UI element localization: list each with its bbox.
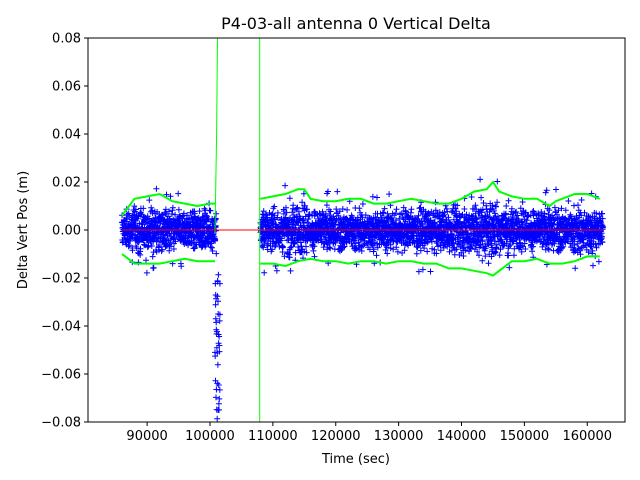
- y-tick-label: −0.04: [41, 320, 81, 335]
- y-tick-label: −0.02: [41, 272, 81, 287]
- y-tick-label: 0.08: [52, 32, 81, 47]
- y-tick-label: 0.06: [52, 80, 81, 95]
- y-tick-label: −0.06: [41, 368, 81, 383]
- x-tick-label: 120000: [311, 429, 361, 444]
- x-tick-label: 110000: [248, 429, 298, 444]
- lower-envelope-line: [121, 253, 215, 265]
- x-tick-label: 100000: [185, 429, 235, 444]
- x-tick-label: 90000: [126, 429, 167, 444]
- lower-envelope-line: [260, 255, 600, 277]
- y-tick-label: 0.04: [52, 128, 81, 143]
- y-tick-label: 0.02: [52, 176, 81, 191]
- chart-title: P4-03-all antenna 0 Vertical Delta: [221, 14, 491, 33]
- x-axis: 90000 100000 110000 120000 130000 140000 15000…: [126, 422, 612, 444]
- upper-envelope-line: [260, 180, 601, 208]
- x-tick-label: 130000: [374, 429, 424, 444]
- plot-data-layer: [119, 38, 606, 422]
- x-axis-label: Time (sec): [321, 452, 390, 467]
- y-tick-label: −0.08: [41, 416, 81, 431]
- x-tick-label: 160000: [562, 429, 612, 444]
- y-axis-label: Delta Vert Pos (m): [16, 171, 31, 289]
- y-axis: −0.08 −0.06 −0.04 −0.02 0.00 0.02 0.04 0.06 0.08: [41, 32, 88, 431]
- x-tick-label: 150000: [500, 429, 550, 444]
- y-tick-label: 0.00: [52, 224, 81, 239]
- envelope-spike-line: [214, 38, 218, 233]
- x-tick-label: 140000: [437, 429, 487, 444]
- upper-envelope-line: [121, 192, 215, 217]
- data-points-plus-markers: [119, 176, 606, 422]
